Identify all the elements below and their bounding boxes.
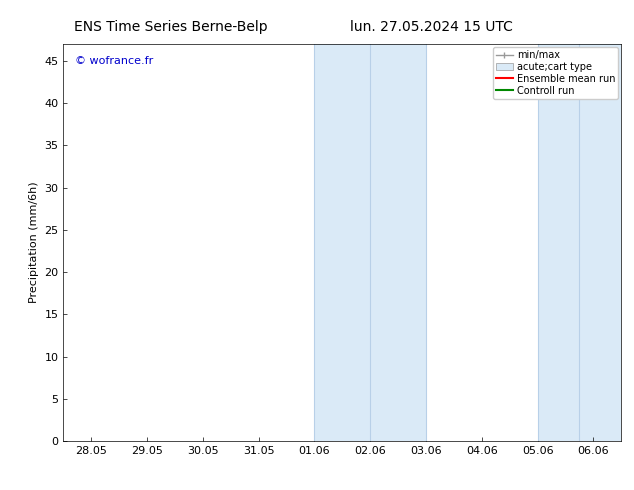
Text: © wofrance.fr: © wofrance.fr: [75, 56, 153, 66]
Bar: [538, 44, 627, 441]
Legend: min/max, acute;cart type, Ensemble mean run, Controll run: min/max, acute;cart type, Ensemble mean …: [493, 47, 618, 98]
Text: ENS Time Series Berne-Belp: ENS Time Series Berne-Belp: [74, 20, 268, 34]
Text: lun. 27.05.2024 15 UTC: lun. 27.05.2024 15 UTC: [350, 20, 512, 34]
Y-axis label: Precipitation (mm/6h): Precipitation (mm/6h): [29, 182, 39, 303]
Bar: [314, 44, 426, 441]
